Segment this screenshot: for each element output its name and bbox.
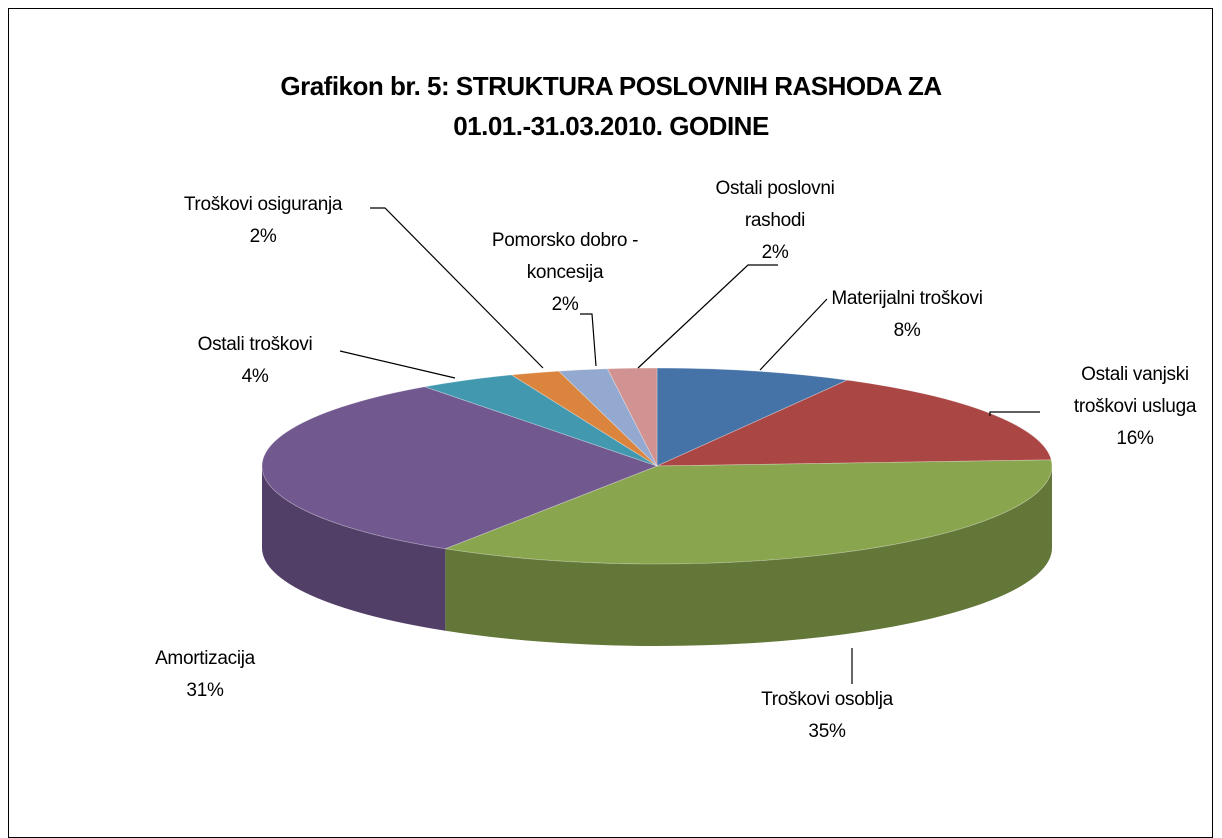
category-label: Ostali vanjski troškovi usluga [1048,359,1222,423]
category-label: Materijalni troškovi [777,283,1037,315]
value-label: 35% [697,716,957,748]
leader-line [580,314,596,366]
category-label: Amortizacija [75,643,335,675]
value-label: 2% [465,289,665,321]
value-label: 2% [700,237,850,269]
value-label: 2% [133,221,393,253]
category-label: Pomorsko dobro - koncesija [465,225,665,289]
category-label: Ostali troškovi [125,329,385,361]
leader-line [990,412,1040,416]
category-label: Ostali poslovni rashodi [700,173,850,237]
value-label: 16% [1048,423,1222,455]
value-label: 31% [75,675,335,707]
value-label: 8% [777,315,1037,347]
category-label: Troškovi osoblja [697,684,957,716]
value-label: 4% [125,361,385,393]
category-label: Troškovi osiguranja [133,189,393,221]
